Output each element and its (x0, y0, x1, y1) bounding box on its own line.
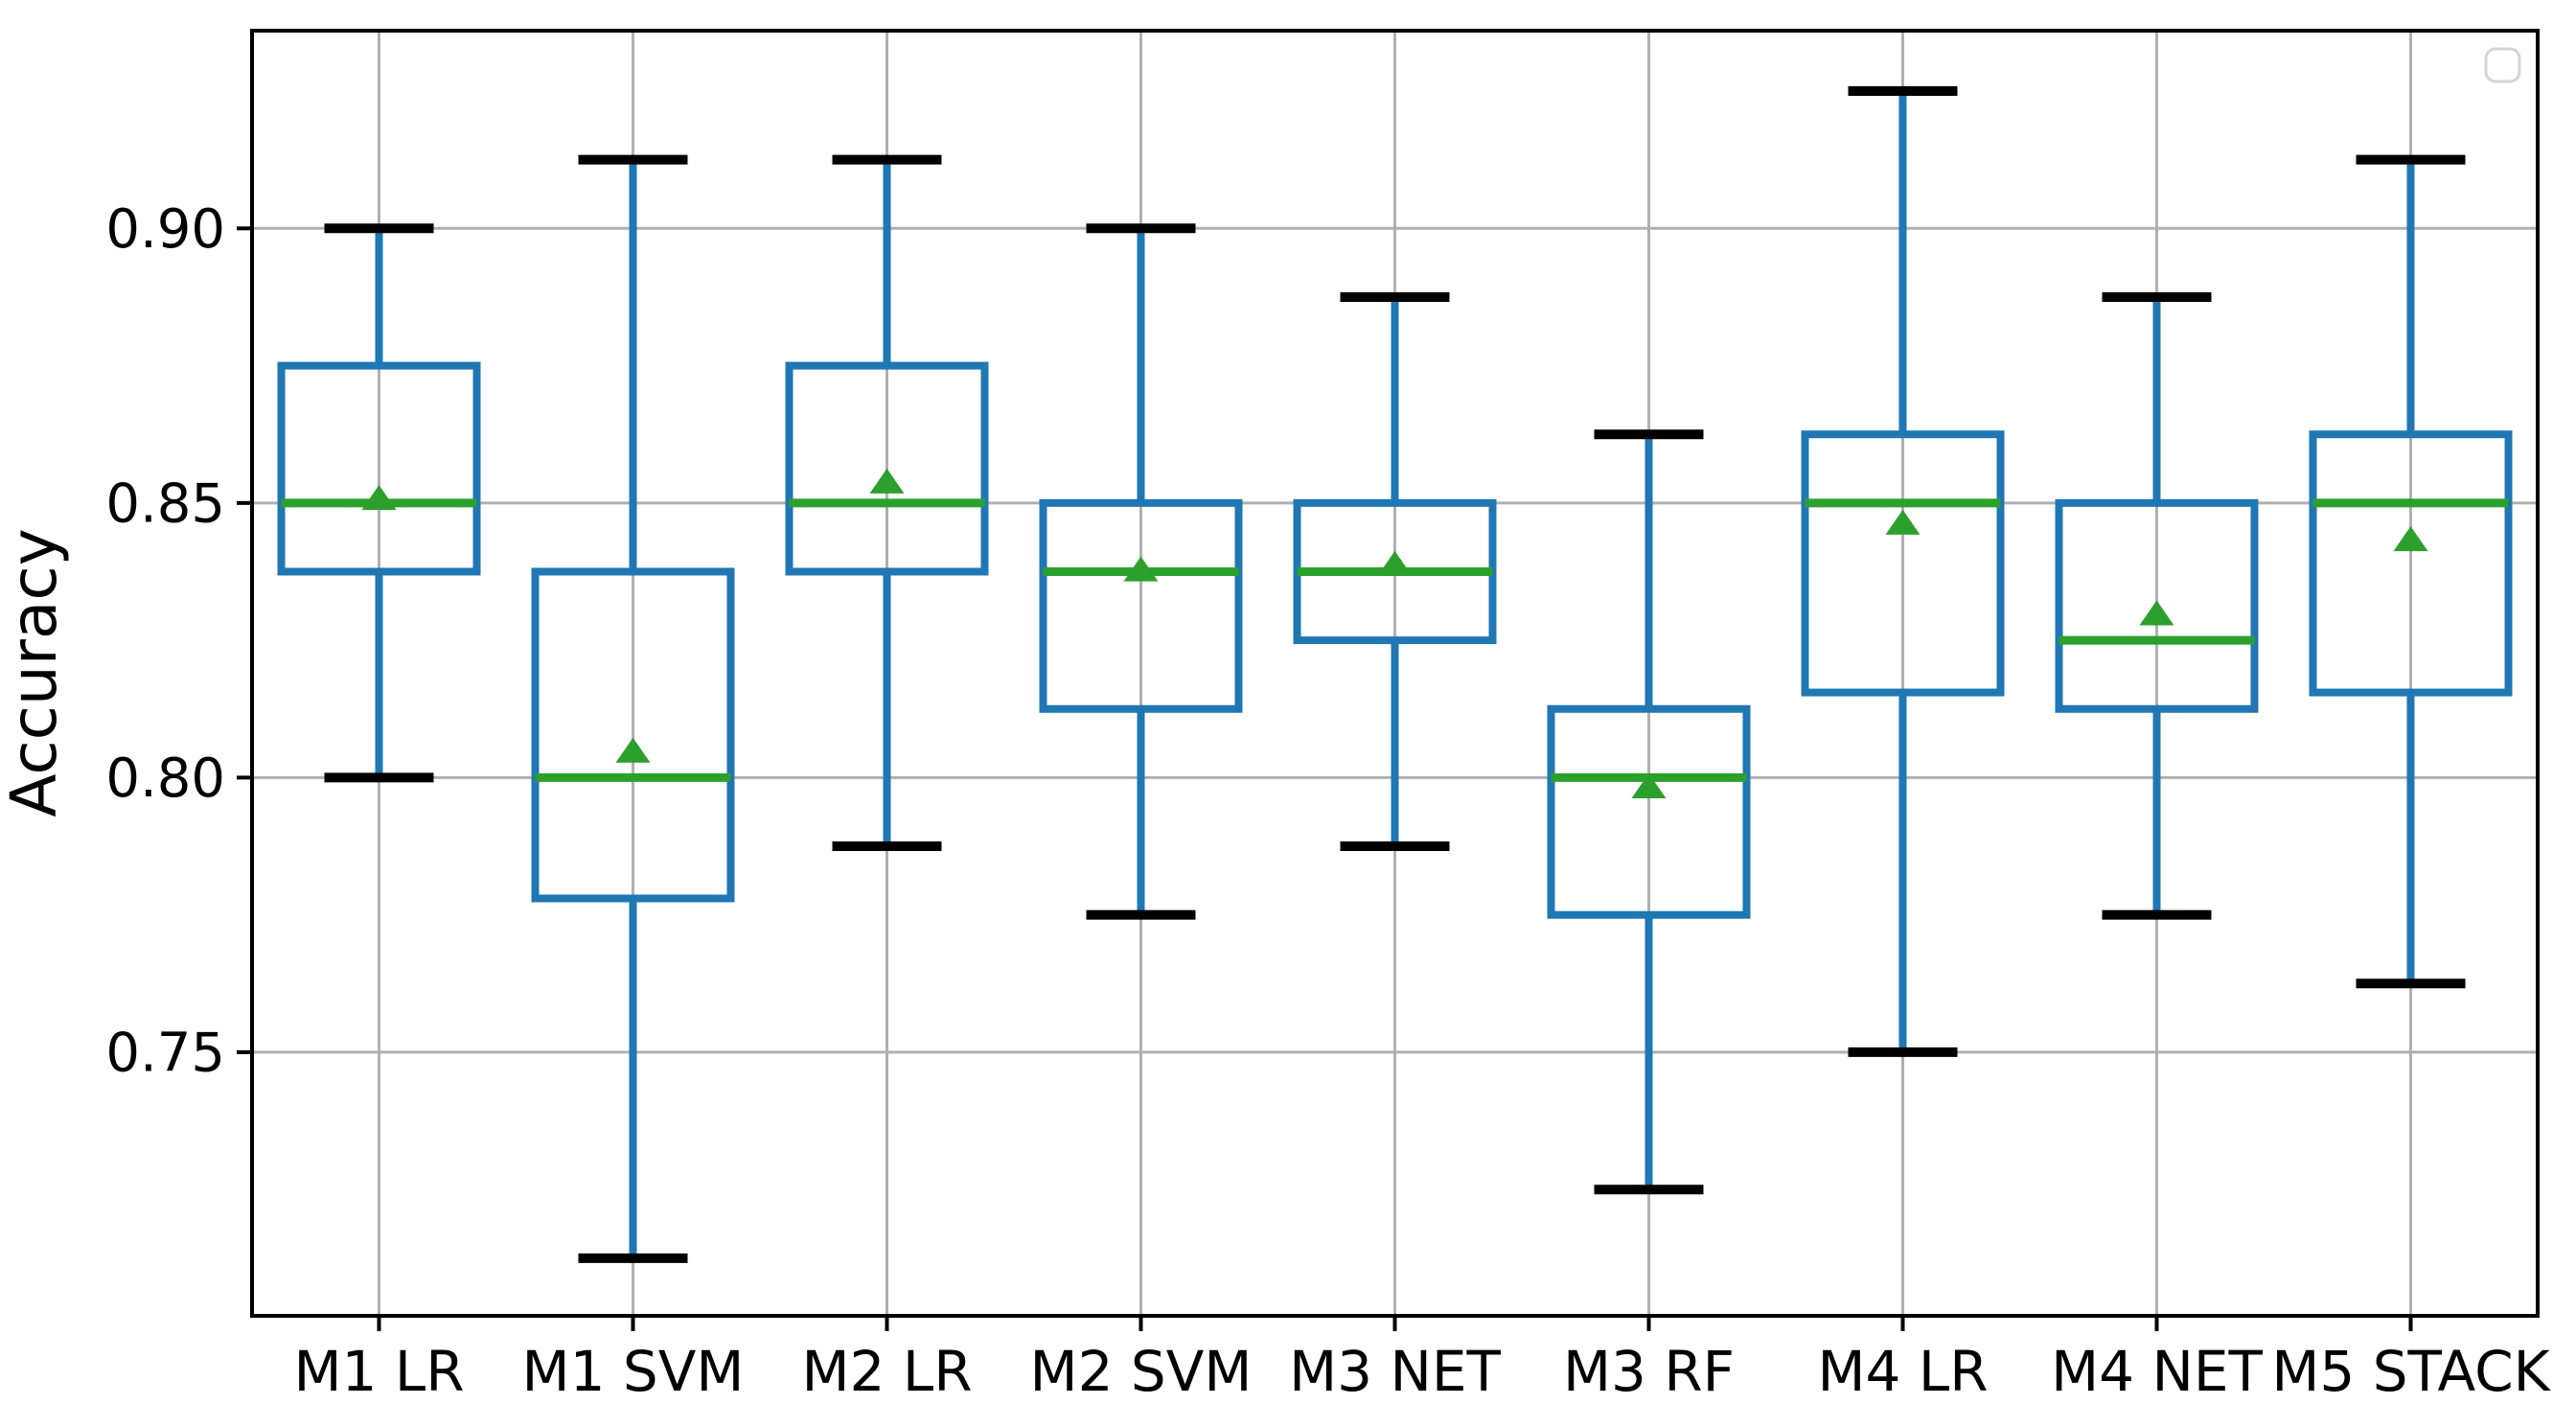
y-tick-label: 0.85 (105, 472, 225, 535)
iqr-box (531, 567, 735, 903)
mean-marker (1631, 772, 1667, 798)
box-group-m3-rf (1547, 429, 1751, 1195)
mean-marker (869, 468, 905, 494)
x-tick-label: M3 RF (1563, 1339, 1735, 1404)
iqr-box (277, 361, 481, 576)
box-group-m2-svm (1039, 223, 1243, 920)
x-tick-label: M4 LR (1818, 1339, 1989, 1404)
x-tick-label: M4 NET (2051, 1339, 2263, 1404)
x-tick-label: M5 STACK (2271, 1339, 2551, 1404)
iqr-box (1039, 498, 1243, 713)
box-group-m2-lr (785, 154, 989, 852)
iqr-box (2309, 430, 2513, 697)
x-tick-label: M2 LR (802, 1339, 973, 1404)
legend-box (2484, 47, 2521, 83)
box-group-m5-stack (2309, 154, 2513, 989)
box-layer (277, 86, 2513, 1263)
box-group-m4-lr (1801, 86, 2005, 1057)
mean-marker (1123, 556, 1159, 582)
mean-marker (1377, 550, 1413, 576)
x-tick-label: M3 NET (1289, 1339, 1501, 1404)
y-tick-label: 0.80 (105, 748, 225, 810)
iqr-box (1801, 430, 2005, 697)
iqr-box (1547, 704, 1751, 919)
iqr-box (785, 361, 989, 576)
x-tick-label: M1 LR (294, 1339, 465, 1404)
y-tick-label: 0.90 (105, 198, 225, 261)
label-layer: Accuracy (0, 528, 71, 817)
y-axis-label: Accuracy (0, 528, 71, 817)
axes-layer: 0.75 0.80 0.85 0.90 M1 LR M1 SVM M2 LR M2 SVM M3… (105, 29, 2552, 1404)
mean-marker (615, 737, 651, 763)
x-tick-label: M2 SVM (1030, 1339, 1253, 1404)
mean-marker (1885, 509, 1920, 535)
iqr-box (2055, 498, 2259, 713)
box-group-m1-lr (277, 223, 481, 783)
y-tick-label: 0.75 (105, 1023, 225, 1085)
x-tick-label: M1 SVM (522, 1339, 745, 1404)
legend-frame (2484, 47, 2521, 83)
mean-marker (361, 485, 397, 511)
box-group-m1-svm (531, 154, 735, 1263)
mean-marker (2393, 526, 2428, 552)
box-group-m3-net (1293, 291, 1497, 852)
mean-marker (2139, 600, 2174, 626)
box-group-m4-net (2055, 291, 2259, 920)
